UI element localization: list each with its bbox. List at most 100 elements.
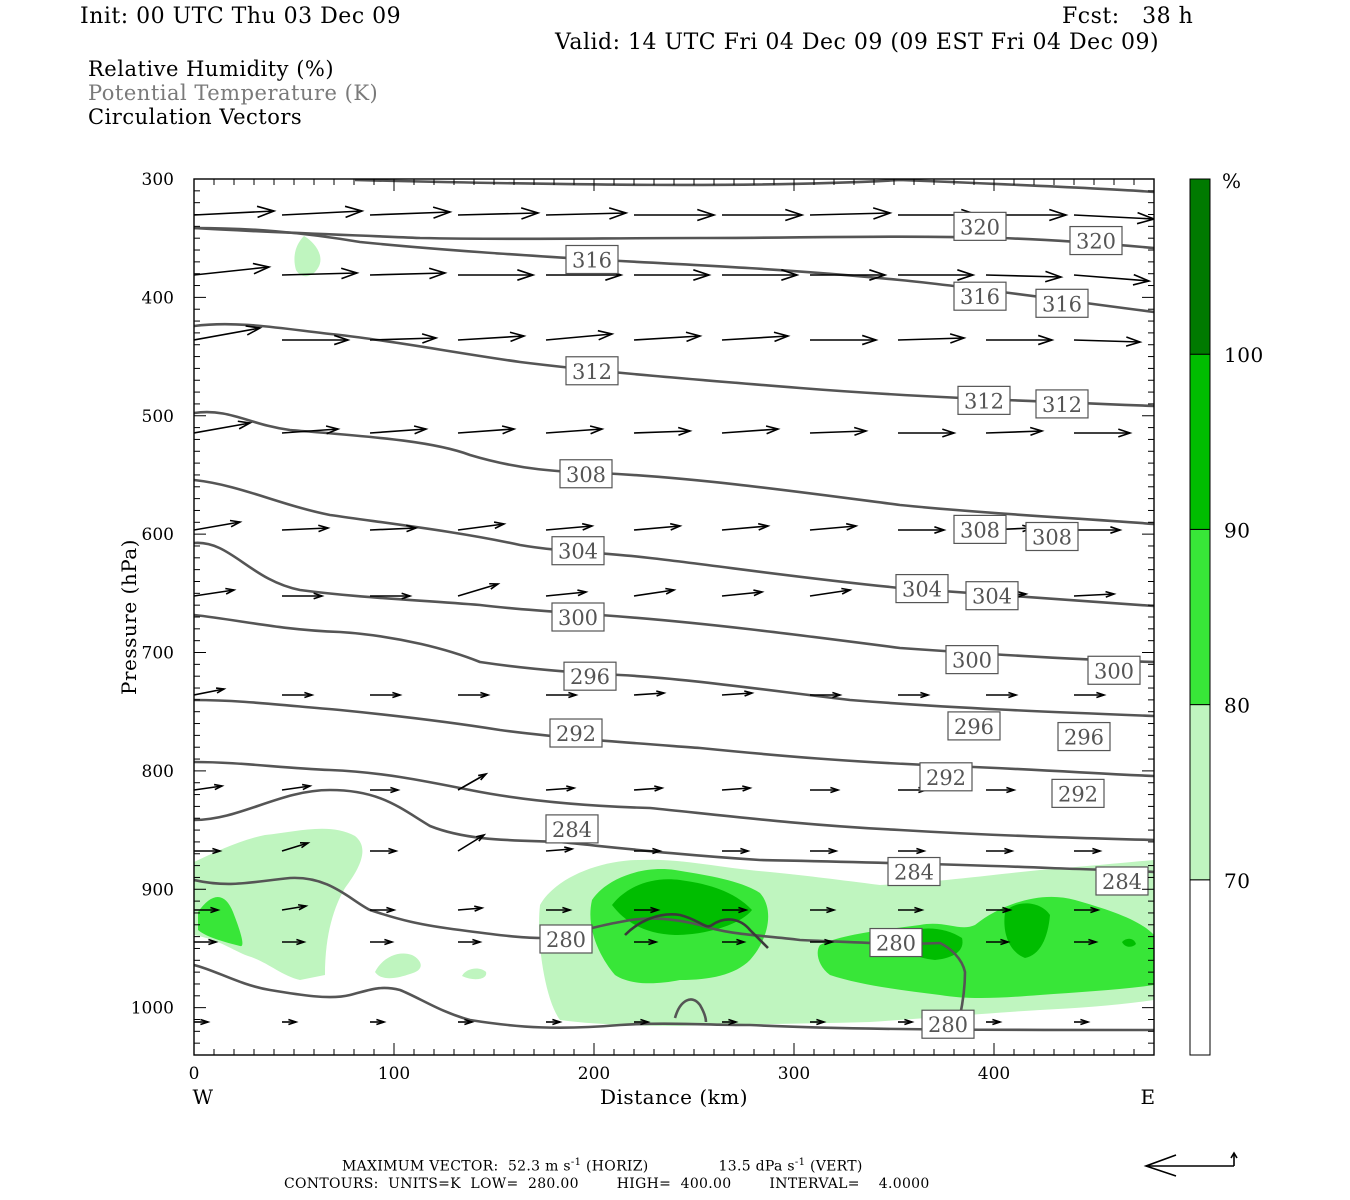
vector-arrow	[634, 938, 659, 946]
vector-arrow	[809, 207, 893, 220]
theta-label-312: 312	[1035, 389, 1089, 419]
svg-text:300: 300	[952, 649, 992, 673]
svg-text:308: 308	[960, 518, 1000, 542]
vector-arrow	[721, 331, 791, 343]
vector-arrow	[545, 207, 629, 220]
svg-text:300: 300	[1094, 659, 1134, 683]
colorbar-unit: %	[1222, 169, 1242, 193]
rh-90-region-east-c	[1122, 938, 1136, 947]
svg-text:316: 316	[960, 285, 1000, 309]
vector-arrow	[282, 1018, 299, 1026]
axis-ticks	[193, 178, 1155, 1056]
theta-320-contour	[354, 179, 1154, 194]
theta-292-contour	[194, 698, 1154, 778]
vector-arrow	[194, 519, 243, 531]
vector-arrow	[281, 842, 311, 852]
theta-296-contour	[194, 613, 1154, 718]
vector-arrow	[633, 426, 693, 437]
colorbar-level-label: 90	[1224, 518, 1250, 542]
theta-label-292: 292	[549, 718, 603, 748]
vector-arrow	[458, 938, 483, 946]
vector-arrow	[370, 938, 395, 946]
vector-arrow	[633, 522, 683, 531]
vector-arrow	[194, 1018, 211, 1026]
east-label: E	[1140, 1085, 1155, 1109]
theta-280-upper-contour	[194, 876, 967, 1026]
legend-potential-temperature: Potential Temperature (K)	[88, 81, 379, 105]
rh-80-region-east	[817, 896, 1154, 999]
vector-arrow	[722, 847, 751, 855]
theta-280-bump	[673, 998, 708, 1023]
theta-label-312: 312	[957, 385, 1011, 415]
vector-arrow	[810, 691, 843, 699]
colorbar-segment	[1189, 879, 1211, 1056]
vector-arrow	[546, 906, 573, 914]
vector-arrow	[370, 847, 399, 855]
vector-arrow	[633, 331, 703, 343]
y-tick-label: 500	[142, 407, 174, 427]
legend-relative-humidity: Relative Humidity (%)	[88, 57, 335, 81]
svg-text:284: 284	[894, 861, 934, 885]
colorbar-segment	[1189, 704, 1211, 881]
theta-label-284: 284	[545, 814, 599, 844]
vector-arrow	[458, 269, 536, 281]
theta-label-304: 304	[895, 573, 949, 604]
vector-arrow	[634, 269, 712, 281]
vector-arrow	[633, 690, 667, 697]
vector-arrow	[1074, 1018, 1091, 1026]
vector-arrow	[545, 522, 595, 531]
vector-arrow	[898, 1018, 915, 1026]
vector-arrow	[281, 783, 313, 791]
vector-arrow	[457, 207, 541, 220]
svg-text:300: 300	[558, 606, 598, 630]
vector-arrow	[721, 690, 755, 697]
vector-arrow	[810, 786, 841, 794]
theta-label-316: 316	[1035, 288, 1089, 318]
theta-label-312: 312	[565, 356, 619, 386]
vector-arrow	[281, 205, 365, 219]
vector-arrow	[722, 938, 747, 946]
svg-text:320: 320	[960, 215, 1000, 239]
vector-arrow	[457, 772, 489, 791]
vector-arrow	[986, 906, 1013, 914]
vector-arrow	[370, 786, 401, 794]
vector-arrow	[1074, 526, 1123, 534]
vector-arrow	[633, 785, 665, 792]
theta-label-308: 308	[559, 459, 613, 489]
vector-arrow	[986, 847, 1015, 855]
vector-arrow	[634, 847, 663, 855]
vector-arrow	[369, 206, 453, 219]
rh-90-region-east-b	[1004, 903, 1050, 958]
vector-arrow	[457, 425, 517, 435]
vector-arrow	[985, 426, 1045, 437]
vector-arrow	[810, 938, 835, 946]
svg-text:316: 316	[572, 248, 612, 272]
vector-arrow	[194, 687, 227, 696]
vector-arrow	[634, 906, 661, 914]
rh-70-blob-upper	[294, 236, 321, 277]
vector-arrow	[370, 1018, 387, 1026]
x-tick-label: 200	[578, 1064, 610, 1084]
vector-arrow	[194, 262, 272, 276]
theta-284-contour	[194, 788, 1154, 874]
svg-text:304: 304	[902, 578, 942, 602]
vector-arrow	[810, 906, 837, 914]
x-tick-label: 300	[778, 1064, 810, 1084]
vector-arrow	[194, 783, 225, 791]
theta-label-292: 292	[1051, 778, 1105, 808]
reference-vector	[1143, 1151, 1238, 1177]
vector-arrow	[194, 847, 223, 855]
vector-arrow	[194, 906, 221, 914]
svg-text:280: 280	[876, 932, 916, 956]
vector-arrow	[722, 906, 749, 914]
vector-arrow	[194, 938, 219, 946]
vector-arrow	[545, 329, 615, 341]
svg-text:280: 280	[546, 928, 586, 952]
vector-arrow	[898, 269, 976, 281]
theta-280-lower-contour	[194, 963, 1154, 1032]
svg-text:292: 292	[556, 722, 596, 746]
vector-arrow	[282, 938, 307, 946]
theta-label-316: 316	[953, 281, 1007, 311]
vector-arrow	[722, 1018, 739, 1026]
vector-arrow	[194, 420, 253, 434]
